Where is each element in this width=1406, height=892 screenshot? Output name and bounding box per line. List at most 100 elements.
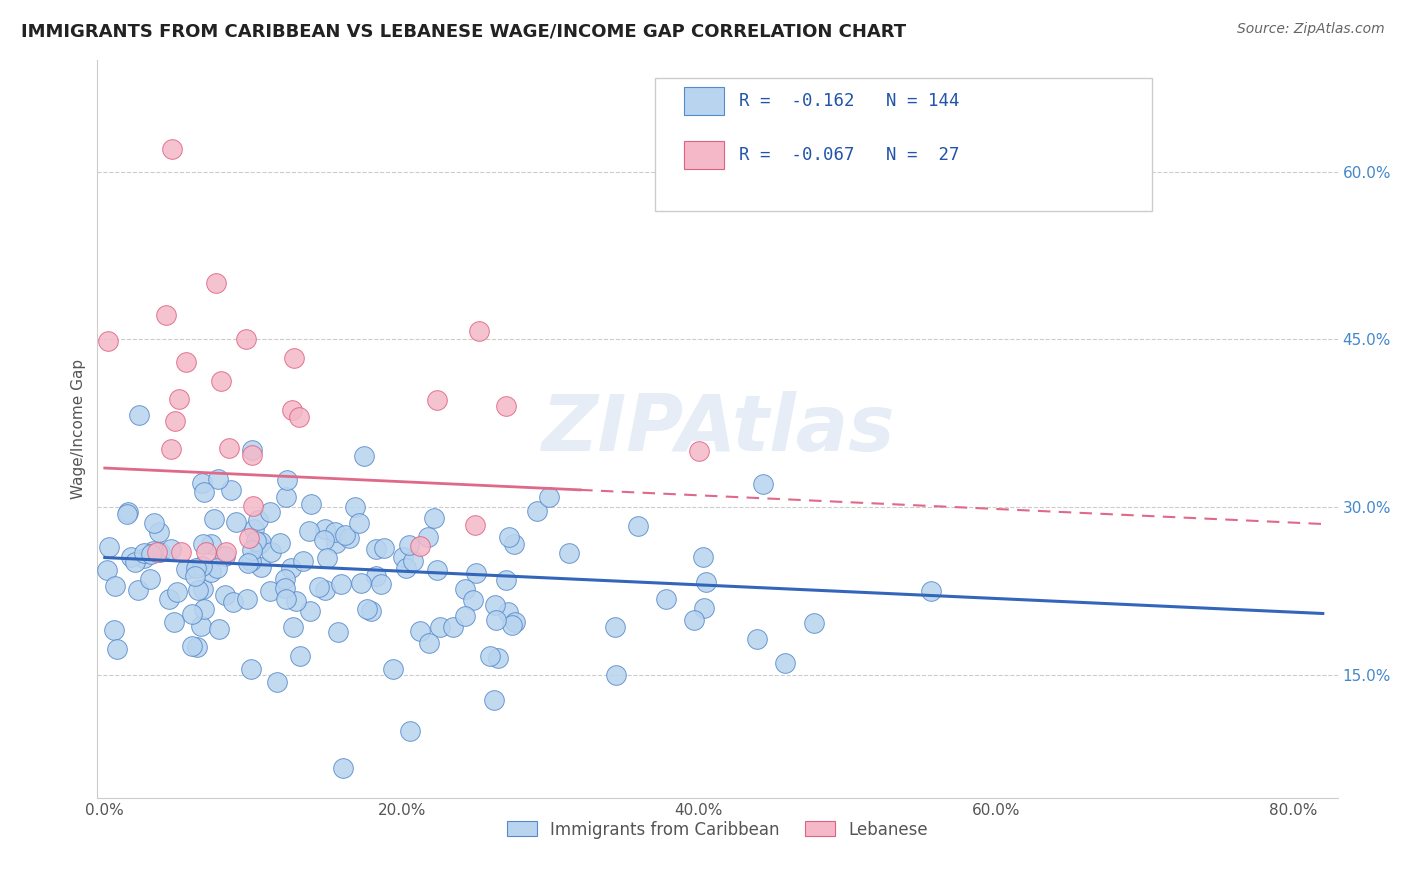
Point: [127, 582, 149, 597]
Point: [146, 545, 169, 559]
Point: [148, 524, 170, 539]
Point: [486, 651, 509, 665]
Point: [688, 444, 710, 458]
Point: [225, 516, 247, 530]
Point: [235, 592, 257, 607]
Point: [120, 549, 142, 564]
Point: [219, 483, 242, 497]
Point: [160, 442, 183, 456]
Point: [202, 512, 225, 526]
Point: [160, 142, 183, 156]
Point: [280, 560, 302, 574]
Point: [194, 545, 217, 559]
Point: [498, 605, 520, 619]
Point: [502, 537, 524, 551]
Point: [402, 554, 425, 568]
Point: [343, 500, 366, 514]
Point: [181, 640, 204, 654]
Point: [337, 532, 360, 546]
Point: [240, 448, 263, 462]
Point: [655, 592, 678, 607]
Point: [214, 549, 236, 563]
Point: [191, 475, 214, 490]
Point: [218, 442, 240, 456]
Point: [276, 592, 298, 607]
Text: R =  -0.067   N =  27: R = -0.067 N = 27: [738, 146, 959, 164]
Point: [167, 392, 190, 407]
Point: [208, 622, 231, 636]
Point: [463, 518, 485, 533]
Point: [484, 598, 506, 612]
Point: [190, 619, 212, 633]
Point: [239, 554, 262, 568]
Point: [186, 640, 208, 654]
Point: [240, 542, 263, 557]
Point: [240, 442, 263, 457]
Point: [162, 615, 184, 629]
Point: [166, 584, 188, 599]
Point: [314, 582, 336, 597]
Point: [325, 524, 347, 539]
Text: Source: ZipAtlas.com: Source: ZipAtlas.com: [1237, 22, 1385, 37]
Point: [243, 522, 266, 536]
Point: [174, 562, 197, 576]
Point: [181, 607, 204, 621]
Point: [418, 636, 440, 650]
Point: [478, 649, 501, 664]
Point: [250, 535, 273, 549]
Point: [288, 410, 311, 425]
Point: [353, 449, 375, 463]
Point: [238, 532, 260, 546]
Point: [683, 613, 706, 627]
Point: [468, 324, 491, 338]
Point: [426, 563, 449, 577]
Point: [526, 504, 548, 518]
Bar: [683, 87, 724, 115]
Point: [260, 545, 283, 559]
Point: [276, 473, 298, 487]
Point: [274, 581, 297, 595]
Point: [373, 541, 395, 555]
Text: ZIPAtlas: ZIPAtlas: [541, 391, 894, 467]
Point: [128, 408, 150, 422]
Point: [281, 402, 304, 417]
Point: [96, 563, 118, 577]
Point: [274, 490, 297, 504]
Point: [426, 393, 449, 408]
Point: [214, 588, 236, 602]
Point: [283, 620, 305, 634]
Point: [240, 662, 263, 676]
Point: [325, 536, 347, 550]
Point: [170, 545, 193, 559]
Text: R =  -0.162   N = 144: R = -0.162 N = 144: [738, 92, 959, 110]
Point: [495, 573, 517, 587]
Point: [191, 582, 214, 596]
Point: [747, 632, 769, 646]
Point: [605, 620, 627, 634]
Point: [537, 491, 560, 505]
Point: [191, 558, 214, 573]
Point: [330, 576, 353, 591]
Point: [142, 544, 165, 558]
Point: [364, 568, 387, 582]
Point: [117, 505, 139, 519]
Point: [200, 565, 222, 579]
Point: [236, 556, 259, 570]
Point: [350, 576, 373, 591]
Point: [193, 602, 215, 616]
Point: [461, 592, 484, 607]
FancyBboxPatch shape: [655, 78, 1152, 211]
Bar: [683, 141, 724, 169]
Point: [159, 592, 181, 607]
Point: [454, 582, 477, 597]
Point: [382, 662, 405, 676]
Point: [105, 642, 128, 657]
Point: [184, 569, 207, 583]
Point: [422, 511, 444, 525]
Point: [274, 572, 297, 586]
Point: [398, 723, 420, 738]
Point: [176, 355, 198, 369]
Point: [454, 609, 477, 624]
Point: [298, 524, 321, 538]
Point: [155, 308, 177, 322]
